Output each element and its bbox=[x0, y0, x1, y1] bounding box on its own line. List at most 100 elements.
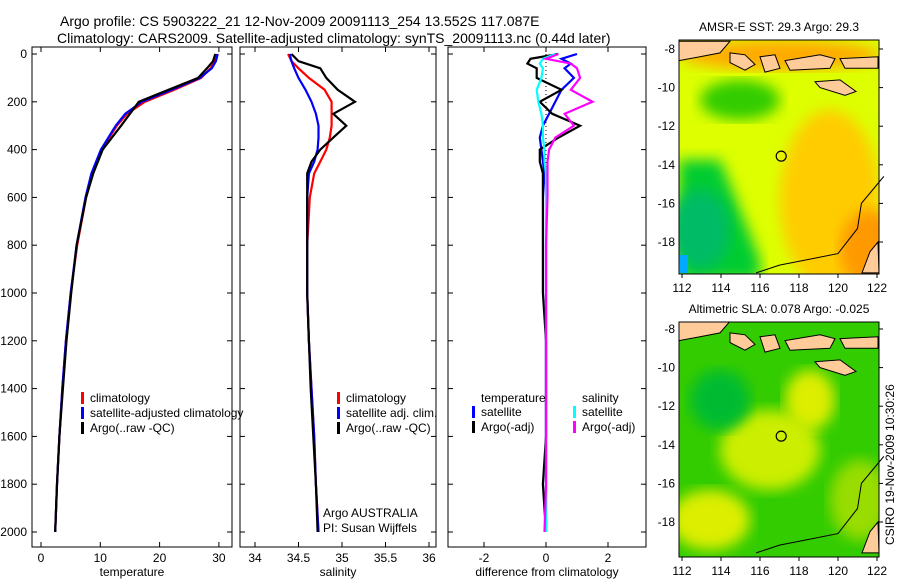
legend-label: satellite bbox=[481, 405, 522, 419]
x-tick-label: 34 bbox=[248, 551, 262, 565]
land-mass bbox=[729, 52, 756, 71]
argo-float-marker bbox=[775, 150, 787, 162]
x-tick-label: 114 bbox=[711, 281, 730, 295]
x-tick-label: 30 bbox=[212, 551, 226, 565]
y-tick-label: 1800 bbox=[0, 477, 27, 491]
y-tick-label: 800 bbox=[7, 238, 27, 252]
x-tick-label: 34.5 bbox=[287, 551, 311, 565]
y-tick-label: -8 bbox=[664, 322, 675, 336]
legend-label: climatology bbox=[346, 391, 406, 405]
x-tick-label: 120 bbox=[828, 281, 848, 295]
annotation-line: PI: Susan Wijffels bbox=[323, 521, 417, 535]
y-tick-label: -14 bbox=[658, 438, 676, 452]
x-tick-label: 118 bbox=[789, 281, 808, 295]
x-tick-label: 112 bbox=[672, 281, 691, 295]
x-tick-label: 116 bbox=[750, 564, 769, 578]
series-line-satellite-adjusted-climatology bbox=[54, 53, 219, 533]
legend-swatch bbox=[337, 407, 340, 419]
series-line-climatology bbox=[54, 53, 218, 533]
sla-map bbox=[679, 322, 879, 557]
y-tick-label: -16 bbox=[658, 476, 676, 490]
x-axis-label: salinity bbox=[320, 565, 357, 579]
series-line-salinity-argo-adj- bbox=[542, 52, 595, 533]
y-tick-label: 400 bbox=[7, 143, 27, 157]
y-tick-label: 600 bbox=[7, 190, 27, 204]
legend-swatch bbox=[573, 406, 576, 418]
plot-frame bbox=[31, 46, 233, 548]
x-tick-label: 116 bbox=[750, 281, 769, 295]
annotation-line: Argo AUSTRALIA bbox=[323, 506, 418, 520]
title-line-2: Climatology: CARS2009. Satellite-adjuste… bbox=[57, 30, 611, 46]
land-mass bbox=[784, 54, 836, 71]
land-mass bbox=[759, 334, 781, 353]
x-tick-label: 35.5 bbox=[374, 551, 398, 565]
y-tick-label: 1200 bbox=[0, 334, 27, 348]
x-tick-label: 112 bbox=[672, 564, 691, 578]
footer-stamp: CSIRO 19-Nov-2009 10:30:26 bbox=[883, 384, 897, 545]
legend-label: Argo(..raw -QC) bbox=[90, 421, 175, 435]
y-tick-label: -14 bbox=[658, 158, 676, 172]
x-tick-label: 0 bbox=[543, 551, 550, 565]
map-frame bbox=[678, 321, 880, 558]
x-axis-label: temperature bbox=[100, 565, 165, 579]
series-line-argo-raw-qc- bbox=[290, 53, 358, 533]
legend-label: Argo(-adj) bbox=[481, 420, 534, 434]
y-tick-label: -18 bbox=[658, 515, 676, 529]
legend-swatch bbox=[472, 421, 475, 433]
y-tick-label: 1600 bbox=[0, 429, 27, 443]
map-title: AMSR-E SST: 29.3 Argo: 29.3 bbox=[699, 20, 859, 34]
y-tick-label: -12 bbox=[658, 399, 676, 413]
x-tick-label: 10 bbox=[94, 551, 108, 565]
legend-swatch bbox=[337, 422, 340, 434]
x-tick-label: 118 bbox=[789, 564, 808, 578]
legend-swatch bbox=[472, 406, 475, 418]
title-line-1: Argo profile: CS 5903222_21 12-Nov-2009 … bbox=[60, 13, 540, 29]
legend-label: climatology bbox=[90, 391, 150, 405]
y-tick-label: 200 bbox=[7, 95, 27, 109]
x-tick-label: 122 bbox=[867, 564, 887, 578]
x-tick-label: 20 bbox=[153, 551, 167, 565]
x-tick-label: 36 bbox=[422, 551, 436, 565]
x-tick-label: 120 bbox=[828, 564, 848, 578]
map-title: Altimetric SLA: 0.078 Argo: -0.025 bbox=[689, 302, 870, 316]
plot-frame bbox=[447, 46, 647, 548]
legend-label: Argo(..raw -QC) bbox=[346, 421, 431, 435]
land-mass bbox=[839, 56, 879, 69]
legend-title: temperature bbox=[481, 391, 546, 405]
land-mass bbox=[759, 54, 781, 73]
land-mass bbox=[729, 332, 756, 351]
y-tick-label: 0 bbox=[20, 47, 27, 61]
y-tick-label: -18 bbox=[658, 235, 676, 249]
y-tick-label: -10 bbox=[658, 81, 676, 95]
sst-map bbox=[679, 40, 879, 274]
legend-label: Argo(-adj) bbox=[582, 420, 635, 434]
x-axis-label: difference from climatology bbox=[475, 565, 618, 579]
legend-swatch bbox=[81, 392, 84, 404]
land-mass bbox=[679, 40, 732, 62]
x-tick-label: 114 bbox=[711, 564, 730, 578]
land-mass bbox=[784, 334, 836, 351]
plot-frame bbox=[239, 46, 437, 548]
y-tick-label: 1400 bbox=[0, 382, 27, 396]
land-mass bbox=[679, 322, 731, 342]
legend-swatch bbox=[337, 392, 340, 404]
legend-swatch bbox=[573, 421, 576, 433]
land-mass bbox=[813, 79, 858, 96]
y-tick-label: -12 bbox=[658, 119, 676, 133]
legend-title: salinity bbox=[582, 391, 619, 405]
argo-float-marker bbox=[775, 430, 787, 442]
bathymetry-contour bbox=[755, 176, 885, 274]
bathymetry-contour bbox=[755, 456, 885, 554]
series-line-climatology bbox=[287, 53, 333, 533]
y-tick-label: -8 bbox=[664, 42, 675, 56]
legend-label: satellite bbox=[582, 405, 623, 419]
x-tick-label: 2 bbox=[605, 551, 612, 565]
legend-label: satellite adj. clim. bbox=[346, 406, 437, 420]
x-tick-label: 122 bbox=[867, 281, 887, 295]
land-mass bbox=[839, 336, 879, 349]
series-line-argo-raw-qc- bbox=[54, 53, 217, 533]
y-tick-label: 2000 bbox=[0, 525, 27, 539]
land-mass bbox=[813, 359, 858, 376]
map-frame bbox=[678, 39, 880, 275]
